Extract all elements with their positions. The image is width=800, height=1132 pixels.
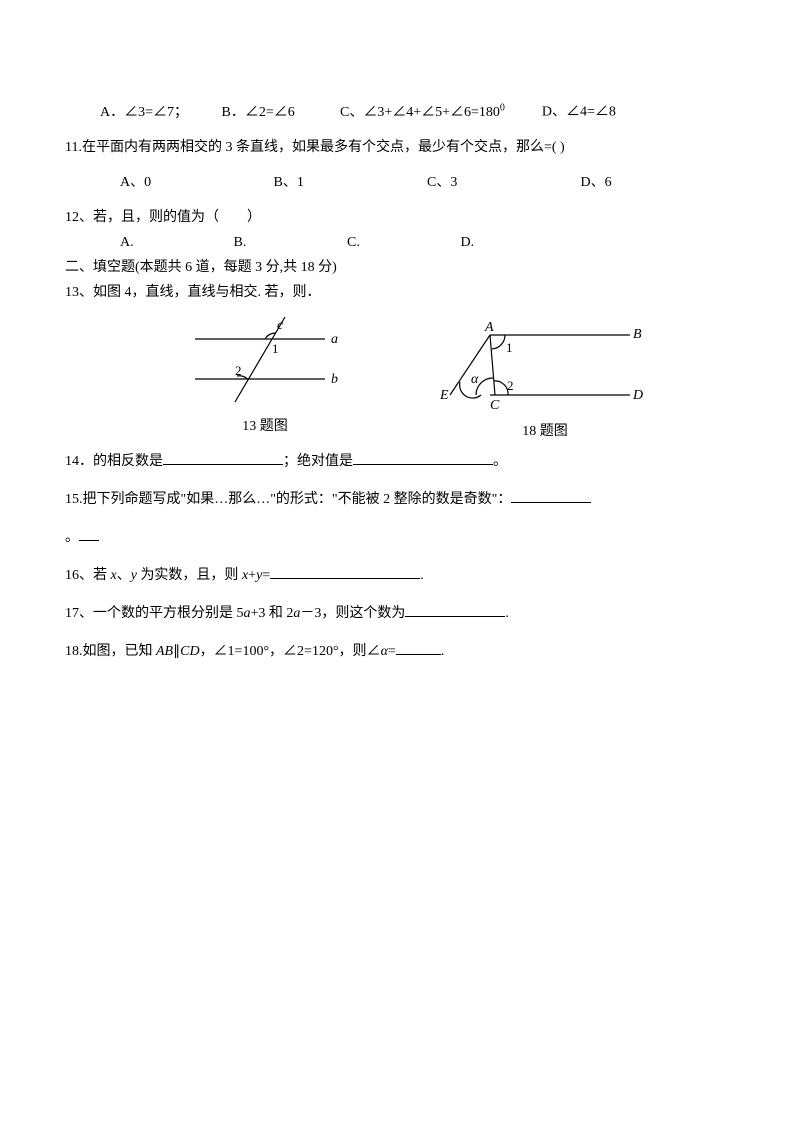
q15b: 。: [65, 524, 735, 548]
fig18-label-alpha: α: [471, 372, 479, 387]
q12-opt-a: A.: [120, 232, 230, 253]
q12-text: 12、若，且，则的值为（ ）: [65, 207, 735, 228]
q17-post: .: [505, 606, 509, 621]
q16-eq: =: [262, 568, 270, 583]
fig13-label-b: b: [331, 372, 338, 387]
fig13-label-c: c: [277, 318, 284, 333]
fig-18-caption: 18 题图: [415, 421, 675, 442]
fig18-label-A: A: [484, 320, 494, 335]
fig18-label-E: E: [439, 388, 449, 403]
q11-options: A、0 B、1 C、3 D、6: [65, 172, 735, 193]
q12-opt-c: C.: [347, 232, 457, 253]
q17-a1: a: [244, 606, 251, 621]
exam-page: A．∠3=∠7； B．∠2=∠6 C、∠3+∠4+∠5+∠6=1800 D、∠4…: [0, 0, 800, 716]
q12-opt-b: B.: [234, 232, 344, 253]
q16: 16、若 x、y 为实数，且，则 x+y=.: [65, 562, 735, 586]
q18-cd: CD: [180, 644, 199, 659]
q16-m2: 为实数，且，则: [137, 568, 242, 583]
fig18-label-C: C: [490, 398, 500, 413]
fig18-label-B: B: [633, 327, 642, 342]
opt-d: D、∠4=∠8: [542, 105, 616, 120]
q16-m1: 、: [117, 568, 131, 583]
opt-c-text: C、∠3+∠4+∠5+∠6=180: [340, 105, 500, 120]
q15-post: 。: [65, 530, 79, 545]
q13-text: 13、如图 4，直线，直线与相交. 若，则．: [65, 282, 735, 303]
fig18-label-2: 2: [507, 378, 514, 393]
q14-mid: ；绝对值是: [283, 454, 353, 469]
q18-blank: [396, 638, 441, 655]
prev-question-options: A．∠3=∠7； B．∠2=∠6 C、∠3+∠4+∠5+∠6=1800 D、∠4…: [65, 100, 735, 123]
q15-blank-1: [511, 486, 591, 503]
fig13-label-1: 1: [272, 341, 279, 356]
q11-opt-a: A、0: [120, 172, 270, 193]
q18-alpha: α: [381, 644, 388, 659]
q18-pre: 18.如图，已知: [65, 644, 156, 659]
q17-m2: －3，则这个数为: [300, 606, 405, 621]
q15-pre: 15.把下列命题写成"如果…那么…"的形式："不能被 2 整除的数是奇数"：: [65, 492, 511, 507]
q12-options: A. B. C. D.: [65, 232, 735, 253]
q17-m1: +3 和 2: [251, 606, 294, 621]
q11-opt-d: D、6: [581, 172, 612, 193]
q12-opt-d: D.: [461, 232, 475, 253]
q18-mid: ，∠1=100°，∠2=120°，则∠: [200, 644, 381, 659]
q15: 15.把下列命题写成"如果…那么…"的形式："不能被 2 整除的数是奇数"：: [65, 486, 735, 510]
fig13-label-2: 2: [235, 363, 242, 378]
q14: 14．的相反数是 ；绝对值是 。: [65, 448, 735, 472]
fig-18: A B C D E α 1 2 18 题图: [415, 317, 675, 442]
q18: 18.如图，已知 AB∥CD，∠1=100°，∠2=120°，则∠α=.: [65, 638, 735, 662]
q17-blank: [405, 600, 505, 617]
q16-post: .: [420, 568, 424, 583]
q18-eq: =: [388, 644, 396, 659]
fig13-label-a: a: [331, 332, 338, 347]
opt-c-sup: 0: [500, 102, 505, 113]
q18-post: .: [441, 644, 445, 659]
q16-pre: 16、若: [65, 568, 111, 583]
q14-blank-2: [353, 448, 493, 465]
fig18-label-D: D: [632, 388, 643, 403]
q17-pre: 17、一个数的平方根分别是 5: [65, 606, 244, 621]
fig18-label-1: 1: [506, 340, 513, 355]
q18-ab: AB: [156, 644, 173, 659]
q14-pre: 14．的相反数是: [65, 454, 163, 469]
q17: 17、一个数的平方根分别是 5a+3 和 2a－3，则这个数为.: [65, 600, 735, 624]
q16-blank: [270, 562, 420, 579]
q15-blank-2: [79, 524, 99, 541]
section-2-heading: 二、填空题(本题共 6 道，每题 3 分,共 18 分): [65, 257, 735, 278]
q11-opt-c: C、3: [427, 172, 577, 193]
q14-blank-1: [163, 448, 283, 465]
q11-text: 11.在平面内有两两相交的 3 条直线，如果最多有个交点，最少有个交点，那么=(…: [65, 137, 735, 158]
fig-13-svg: c a b 1 2: [175, 317, 355, 412]
diagrams-row: c a b 1 2 13 题图: [65, 317, 735, 442]
opt-b: B．∠2=∠6: [222, 102, 337, 123]
q14-post: 。: [493, 454, 507, 469]
opt-a: A．∠3=∠7；: [100, 102, 218, 123]
fig-18-svg: A B C D E α 1 2: [435, 317, 655, 417]
q16-plus: +: [248, 568, 256, 583]
fig-13: c a b 1 2 13 题图: [115, 317, 415, 442]
fig-13-caption: 13 题图: [115, 416, 415, 437]
q11-opt-b: B、1: [274, 172, 424, 193]
opt-c: C、∠3+∠4+∠5+∠6=1800: [340, 105, 508, 120]
